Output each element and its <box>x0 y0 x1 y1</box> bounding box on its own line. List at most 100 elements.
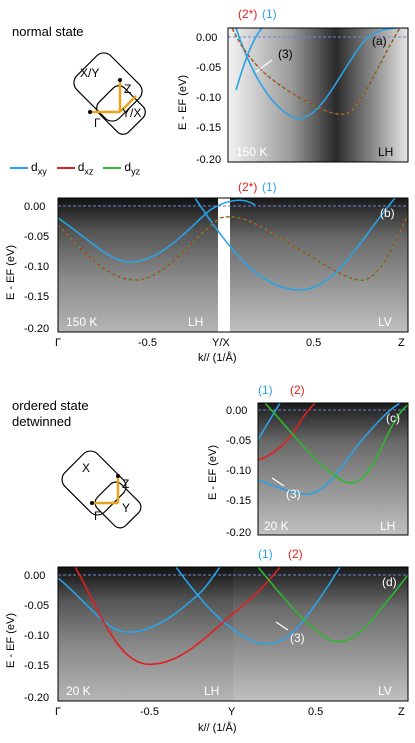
bz-bottom-y-label: Y <box>122 501 130 515</box>
bz-top-axis-d <box>119 95 137 113</box>
panel-a-frame <box>227 27 409 163</box>
detwinned-label: detwinned <box>12 414 72 429</box>
bz-sketch-bottom: X Z Γ Y <box>61 450 142 529</box>
panel-b-xtick-2: Y/X <box>212 337 230 349</box>
panel-b-pol-right: LV <box>378 315 392 329</box>
panel-a-band1 <box>235 28 263 91</box>
panel-c: (3) (1) (2) (c) 20 K LH 0.00 -0.05 -0.10… <box>207 383 409 539</box>
panel-c-ylabel: E - EF (eV) <box>207 445 219 500</box>
panel-d-dxz-band <box>74 567 281 665</box>
panel-d-pol-left: LH <box>204 684 219 698</box>
panel-b-frame <box>57 197 409 333</box>
panel-d-ytick-0: 0.00 <box>24 570 45 582</box>
panel-d-xtick-4: Z <box>398 706 405 718</box>
panel-d-image-left <box>58 567 233 701</box>
panel-c-label1: (1) <box>258 383 273 397</box>
bz-sketch-top: X/Y Z Γ Y/X <box>73 52 146 135</box>
panel-d-dxy-left <box>58 567 221 633</box>
bz-top-outer <box>73 52 143 122</box>
panel-b-tag: (b) <box>380 206 395 220</box>
panel-d-frame <box>57 566 409 702</box>
panel-a: (3) (2*) (1) (a) 150 K LH 0.00 -0.05 -0.… <box>177 7 409 166</box>
panel-c-label2: (2) <box>290 383 305 397</box>
panel-a-ytick-2: -0.10 <box>196 92 221 104</box>
panel-b-ytick-1: -0.05 <box>24 231 49 243</box>
panel-d-xtick-1: -0.5 <box>140 706 159 718</box>
panel-b-temperature: 150 K <box>66 315 97 329</box>
panel-b-dxy-right <box>194 198 396 291</box>
panel-d-ytick-4: -0.20 <box>24 692 49 704</box>
panel-a-ylabel: E - EF (eV) <box>177 75 189 130</box>
panel-d-temperature: 20 K <box>66 684 91 698</box>
panel-c-dxz-band <box>258 403 316 461</box>
panel-d-dyz-band <box>257 567 408 643</box>
panel-b-label1: (1) <box>262 180 277 194</box>
panel-d-xticks: Γ -0.5 Y 0.5 Z <box>55 706 405 718</box>
bz-bottom-gamma-point <box>90 501 94 505</box>
panel-c-ytick-2: -0.10 <box>226 465 251 477</box>
panel-b: (2*) (1) (b) 150 K LH LV 0.00 -0.05 -0.1… <box>5 180 409 364</box>
orbital-legend: dxy dxz dyz <box>10 160 140 176</box>
legend-dyz-label: dyz <box>124 160 141 177</box>
legend-dxy-swatch <box>10 167 28 170</box>
panel-c-image <box>258 403 408 535</box>
panel-a-label3: (3) <box>278 47 293 61</box>
bz-top-gamma-label: Γ <box>94 116 101 130</box>
legend-dxz-swatch <box>56 167 75 170</box>
panel-c-yticks: 0.00 -0.05 -0.10 -0.15 -0.20 <box>226 405 251 539</box>
legend-dxz: dxz <box>56 160 93 176</box>
panel-a-temperature: 150 K <box>236 145 267 159</box>
panel-a-label1: (1) <box>262 7 277 21</box>
panel-c-arrow3 <box>271 477 285 487</box>
panel-b-xtick-0: Γ <box>55 337 61 349</box>
panel-b-gap <box>218 198 230 332</box>
panel-c-temperature: 20 K <box>264 519 289 533</box>
panel-d-pol-right: LV <box>378 684 392 698</box>
bz-bottom-z-label: Z <box>122 477 129 491</box>
normal-state-label: normal state <box>12 24 84 39</box>
panel-b-xtick-1: -0.5 <box>138 337 157 349</box>
panel-a-ytick-3: -0.15 <box>196 122 221 134</box>
panel-d-xtick-3: 0.5 <box>308 706 323 718</box>
panel-c-tag: (c) <box>386 411 400 425</box>
panel-c-ytick-0: 0.00 <box>226 405 247 417</box>
panel-d-ylabel: E - EF (eV) <box>5 613 17 668</box>
panel-a-yticks: 0.00 -0.05 -0.10 -0.15 -0.20 <box>196 32 221 166</box>
bz-top-y-label: Y/X <box>122 106 141 120</box>
ordered-state-label: ordered state <box>12 398 89 413</box>
panel-c-ytick-4: -0.20 <box>226 527 251 539</box>
panel-b-ylabel: E - EF (eV) <box>5 245 17 300</box>
panel-b-dxy-left <box>58 199 256 263</box>
panel-a-dxz-band <box>231 28 401 116</box>
panel-d-yticks: 0.00 -0.05 -0.10 -0.15 -0.20 <box>24 570 49 704</box>
bz-top-z-label: Z <box>124 82 131 96</box>
panel-b-xtick-3: 0.5 <box>306 337 321 349</box>
bz-top-gamma-point <box>88 110 92 114</box>
panel-d-xlabel: k// (1/Å) <box>198 721 237 734</box>
panel-b-ytick-3: -0.15 <box>24 291 49 303</box>
panel-b-dyz-band <box>58 214 408 281</box>
panel-c-polarization: LH <box>380 519 395 533</box>
panel-b-ytick-2: -0.10 <box>24 261 49 273</box>
legend-dyz: dyz <box>103 160 140 176</box>
panel-a-ytick-0: 0.00 <box>196 32 217 44</box>
panel-c-frame <box>257 402 409 536</box>
panel-b-xlabel: k// (1/Å) <box>198 351 237 364</box>
panel-b-image-left <box>58 198 218 332</box>
panel-d-label1: (1) <box>258 547 273 561</box>
bz-bottom-gamma-label: Γ <box>94 509 101 523</box>
panel-d-ytick-1: -0.05 <box>24 600 49 612</box>
bz-top-x-label: X/Y <box>80 66 99 80</box>
panel-c-dxy-band <box>258 403 401 496</box>
panel-b-xtick-4: Z <box>398 337 405 349</box>
panel-d-label2: (2) <box>288 547 303 561</box>
panel-c-ytick-1: -0.05 <box>226 435 251 447</box>
panel-d: (3) (1) (2) (d) 20 K LH LV 0.00 -0.05 -0… <box>5 547 409 734</box>
panel-b-yticks: 0.00 -0.05 -0.10 -0.15 -0.20 <box>24 201 49 335</box>
legend-dxy-label: dxy <box>31 160 47 177</box>
panel-a-image <box>228 28 408 162</box>
panel-d-arrow3 <box>275 621 289 631</box>
panel-a-dxy-band <box>235 28 401 120</box>
bz-bottom-x-label: X <box>82 461 90 475</box>
